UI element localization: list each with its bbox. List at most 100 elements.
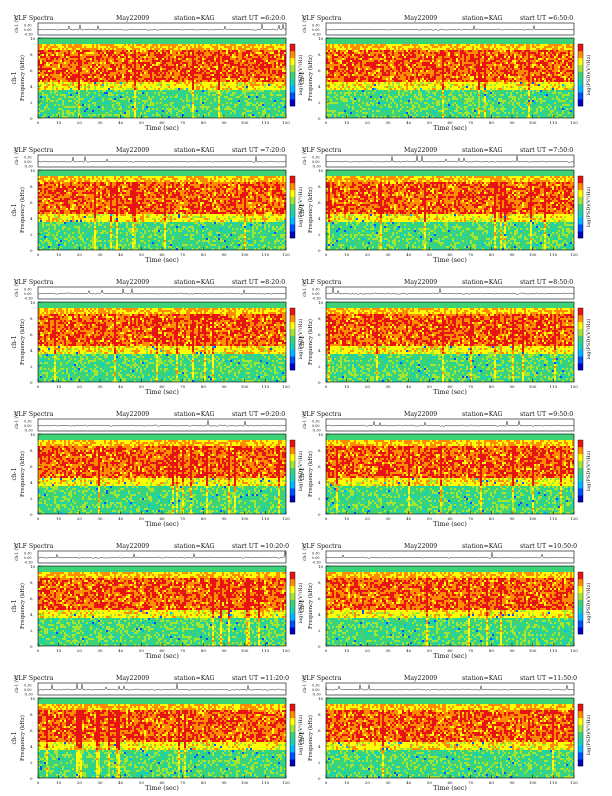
panel-date: May22009 [116, 15, 149, 22]
x-tick-label: 90 [509, 780, 515, 785]
x-tick-label: 70 [468, 252, 474, 257]
x-tick-label: 100 [241, 120, 249, 125]
x-tick-label: 10 [56, 648, 62, 653]
x-tick-label: 70 [180, 648, 186, 653]
spectrogram-image [326, 434, 574, 514]
x-tick-label: 20 [77, 648, 83, 653]
x-axis-label: Time (sec) [433, 124, 467, 132]
x-tick-label: 30 [385, 384, 391, 389]
x-tick-label: 50 [427, 120, 433, 125]
x-tick-label: 80 [201, 252, 207, 257]
x-tick-label: 0 [37, 120, 40, 125]
x-tick-label: 90 [509, 252, 515, 257]
spectrogram-axis-label: Frequency (kHz) [19, 319, 26, 365]
waveform-tick-label: 0.00 [312, 292, 320, 296]
x-tick-label: 120 [570, 648, 578, 653]
panel-station: station=KAG [174, 411, 215, 418]
y-tick-label: 6 [30, 596, 33, 601]
waveform-tick-label: 0.00 [24, 160, 32, 164]
x-tick-label: 100 [241, 384, 249, 389]
x-axis-label: Time (sec) [145, 124, 179, 132]
colorbar [290, 44, 295, 106]
spectrogram-axis-label: Frequency (kHz) [19, 451, 26, 497]
spectra-panel-1: VLF Spectra May22009 station=KAG start UT =… [299, 15, 592, 132]
x-tick-label: 90 [509, 648, 515, 653]
x-tick-label: 90 [509, 516, 515, 521]
spectra-panel-6: VLF Spectra May22009 station=KAG start UT =… [11, 411, 304, 528]
spectrogram-axis-label: Frequency (kHz) [307, 583, 314, 629]
panel-start-time: start UT =11:20:0 [232, 675, 289, 682]
panel-date: May22009 [404, 279, 437, 286]
x-tick-label: 20 [77, 252, 83, 257]
y-tick-label: 10 [318, 300, 324, 305]
x-axis-label: Time (sec) [433, 256, 467, 264]
x-tick-label: 120 [570, 252, 578, 257]
y-tick-label: 8 [30, 316, 33, 321]
spectrogram-channel-label: ch-1 [11, 467, 18, 480]
panel-start-time: start UT =9:20:0 [232, 411, 285, 418]
panel-title: VLF Spectra [13, 411, 54, 418]
y-tick-label: 8 [318, 580, 321, 585]
spectra-panel-4: VLF Spectra May22009 station=KAG start UT =… [11, 279, 304, 396]
colorbar-label: log(PSD)(V²/Hz) [585, 715, 592, 756]
x-tick-label: 50 [139, 516, 145, 521]
y-tick-label: 10 [318, 564, 324, 569]
panel-station: station=KAG [462, 543, 503, 550]
x-tick-label: 50 [139, 648, 145, 653]
x-tick-label: 30 [97, 648, 103, 653]
x-tick-label: 20 [365, 648, 371, 653]
x-tick-label: 110 [262, 648, 270, 653]
panel-station: station=KAG [174, 675, 215, 682]
panel-start-time: start UT =8:20:0 [232, 279, 285, 286]
y-tick-label: 0 [318, 512, 321, 517]
x-tick-label: 110 [550, 252, 558, 257]
x-tick-label: 70 [180, 516, 186, 521]
x-tick-label: 10 [56, 384, 62, 389]
panel-start-time: start UT =9:50:0 [520, 411, 573, 418]
x-tick-label: 40 [406, 780, 412, 785]
x-tick-label: 10 [56, 120, 62, 125]
x-tick-label: 120 [570, 780, 578, 785]
colorbar [578, 704, 583, 766]
x-tick-label: 30 [385, 516, 391, 521]
panel-station: station=KAG [462, 15, 503, 22]
x-tick-label: 20 [77, 120, 83, 125]
y-tick-label: 0 [30, 248, 33, 253]
x-tick-label: 70 [180, 384, 186, 389]
y-tick-label: 10 [30, 696, 36, 701]
y-tick-label: 0 [30, 512, 33, 517]
y-tick-label: 2 [318, 364, 321, 369]
x-tick-label: 50 [139, 252, 145, 257]
x-tick-label: 10 [344, 648, 350, 653]
y-tick-label: 4 [318, 348, 321, 353]
waveform-tick-label: 0.30 [312, 684, 320, 688]
y-tick-label: 4 [30, 612, 33, 617]
waveform-tick-label: 0.00 [24, 28, 32, 32]
x-tick-label: 20 [365, 516, 371, 521]
waveform-axis-label: ch-1 (V) [302, 676, 307, 693]
y-tick-label: 2 [318, 760, 321, 765]
x-tick-label: 90 [221, 120, 227, 125]
y-tick-label: 8 [30, 52, 33, 57]
x-tick-label: 100 [241, 648, 249, 653]
waveform-axis-label: ch-1 (V) [14, 676, 19, 693]
x-tick-label: 120 [282, 516, 290, 521]
x-tick-label: 50 [427, 780, 433, 785]
waveform-tick-label: 0.00 [24, 556, 32, 560]
x-axis-label: Time (sec) [145, 256, 179, 264]
x-tick-label: 120 [282, 252, 290, 257]
waveform-tick-label: 0.30 [312, 156, 320, 160]
x-tick-label: 120 [570, 384, 578, 389]
x-tick-label: 0 [325, 120, 328, 125]
spectrogram-image [326, 170, 574, 250]
x-tick-label: 90 [221, 780, 227, 785]
x-tick-label: 10 [344, 780, 350, 785]
y-tick-label: 6 [318, 200, 321, 205]
x-tick-label: 30 [385, 252, 391, 257]
x-tick-label: 80 [489, 252, 495, 257]
x-tick-label: 90 [221, 516, 227, 521]
y-tick-label: 6 [30, 68, 33, 73]
x-tick-label: 0 [325, 780, 328, 785]
waveform-frame [326, 23, 574, 35]
x-tick-label: 10 [56, 252, 62, 257]
